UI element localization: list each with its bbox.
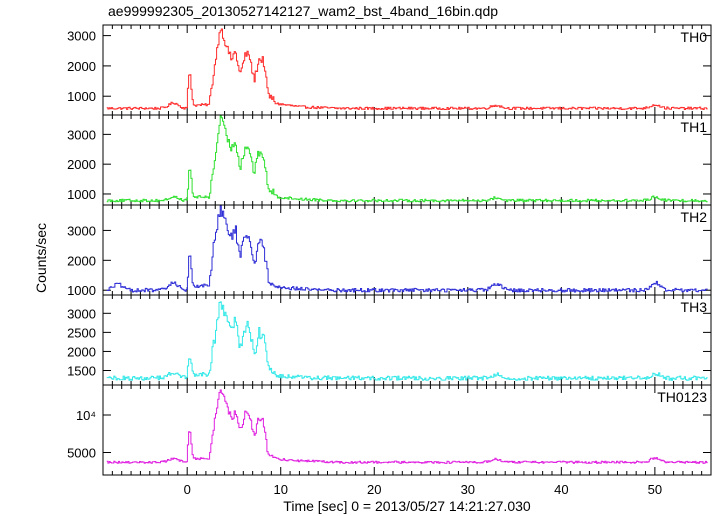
xtick-label: 10	[273, 482, 287, 497]
panel-th3-ytick-label: 1500	[67, 364, 96, 379]
panel-th3-lightcurve	[106, 301, 708, 381]
panel-th0-lightcurve	[106, 28, 708, 110]
panel-th0123-lightcurve	[106, 389, 708, 464]
panel-th0-label: TH0	[681, 29, 708, 45]
panel-th3-frame	[102, 294, 712, 386]
xtick-label: 30	[461, 482, 475, 497]
panel-th2-ytick-label: 2000	[67, 253, 96, 268]
panel-th0-ytick-label: 2000	[67, 59, 96, 74]
panel-th1-label: TH1	[681, 119, 708, 135]
figure-title: ae999992305_20130527142127_wam2_bst_4ban…	[108, 3, 498, 19]
xtick-label: 50	[648, 482, 662, 497]
panel-th1-ytick-label: 2000	[67, 157, 96, 172]
panel-th0-ytick-label: 3000	[67, 29, 96, 44]
xtick-label: 0	[184, 482, 191, 497]
panel-th2-ytick-label: 1000	[67, 283, 96, 298]
panels-group: 1000 2000 3000 TH0 1000 2000 3000 TH1 1000 2000 30…	[67, 24, 712, 497]
panel-th0-frame	[102, 24, 712, 116]
panel-th3-ytick-label: 3000	[67, 306, 96, 321]
panel-th1-lightcurve	[106, 115, 708, 203]
panel-th2-label: TH2	[681, 209, 708, 225]
y-axis-label: Counts/sec	[33, 223, 49, 293]
panel-th0-ytick-label: 1000	[67, 89, 96, 104]
panel-th2-ytick-label: 3000	[67, 223, 96, 238]
panel-th2-frame	[102, 204, 712, 296]
panel-th0123-ytick-label: 10⁴	[76, 408, 96, 423]
panel-th0123-frame	[102, 384, 712, 476]
xtick-label: 20	[367, 482, 381, 497]
panel-th1-frame	[102, 114, 712, 206]
panel-th3-label: TH3	[681, 299, 708, 315]
x-axis-label: Time [sec] 0 = 2013/05/27 14:21:27.030	[283, 498, 531, 514]
xtick-label: 40	[554, 482, 568, 497]
panel-th1-ytick-label: 1000	[67, 187, 96, 202]
panel-th0123-ytick-label: 5000	[67, 446, 96, 461]
panel-th0123-label: TH0123	[657, 389, 707, 405]
panel-th3-ytick-label: 2000	[67, 344, 96, 359]
panel-th1-ytick-label: 3000	[67, 127, 96, 142]
panel-th3-ytick-label: 2500	[67, 325, 96, 340]
panel-th2-lightcurve	[106, 205, 708, 293]
